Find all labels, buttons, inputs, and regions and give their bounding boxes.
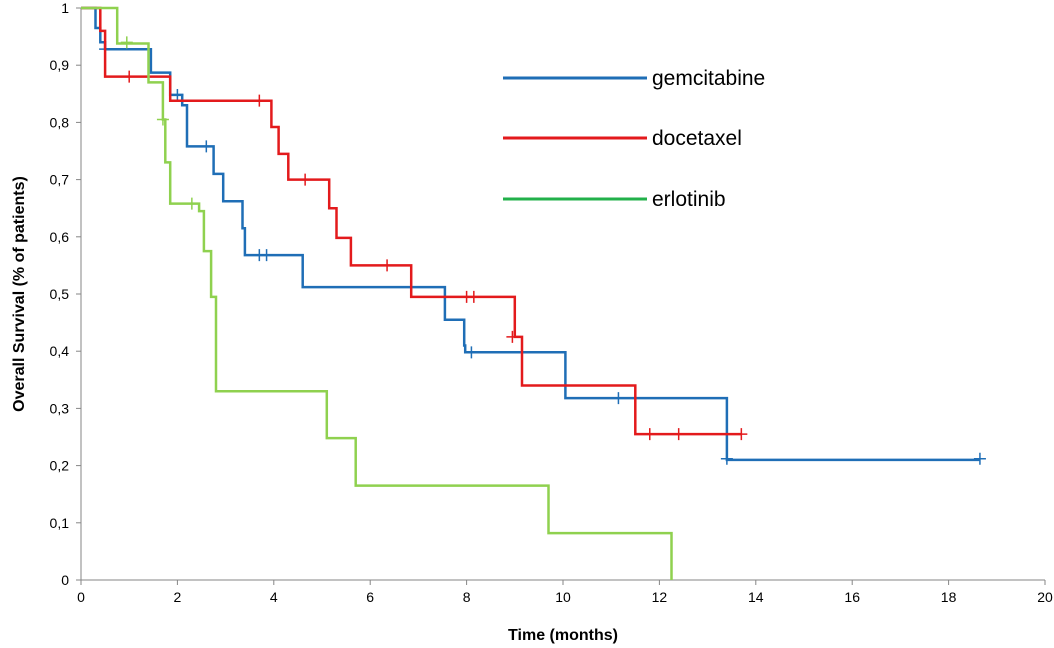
legend-entry-gemcitabine: gemcitabine (503, 67, 765, 90)
censor-mark-docetaxel (299, 173, 312, 186)
x-tick-label: 20 (1037, 589, 1053, 605)
x-tick-label: 2 (174, 589, 182, 605)
y-tick-label: 0,2 (50, 458, 70, 474)
series-line-erlotinib (81, 6, 673, 580)
x-tick-label: 6 (366, 589, 374, 605)
censor-mark-gemcitabine (612, 392, 625, 405)
censor-mark-gemcitabine (200, 140, 213, 153)
plot-area: 0 2 4 6 8 10 12 14 16 18 20 0 0,1 0,2 0,3 0,4 0,5 0,6 0,7… (50, 0, 1053, 605)
censor-mark-erlotinib (185, 197, 198, 210)
censor-mark-docetaxel (735, 428, 748, 441)
legend-label-erlotinib: erlotinib (652, 188, 726, 211)
x-tick-label: 12 (652, 589, 668, 605)
x-tick-label: 10 (555, 589, 571, 605)
censor-mark-gemcitabine (973, 452, 986, 465)
x-tick-label: 0 (77, 589, 85, 605)
y-axis-title: Overall Survival (% of patients) (11, 176, 28, 412)
y-tick-label: 1 (61, 0, 69, 16)
legend-entry-erlotinib: erlotinib (503, 188, 726, 211)
x-axis-title: Time (months) (508, 627, 618, 644)
legend-label-gemcitabine: gemcitabine (652, 67, 765, 90)
censor-mark-docetaxel (467, 290, 480, 303)
y-tick-label: 0,3 (50, 400, 70, 416)
censor-mark-gemcitabine (260, 249, 273, 262)
y-axis-ticks: 0 0,1 0,2 0,3 0,4 0,5 0,6 0,7 0,8 0,9 1 (50, 0, 81, 588)
y-tick-label: 0 (61, 572, 69, 588)
x-axis-ticks: 0 2 4 6 8 10 12 14 16 18 20 (77, 580, 1053, 605)
censor-mark-gemcitabine (171, 88, 184, 101)
censor-mark-gemcitabine (720, 452, 733, 465)
censor-mark-erlotinib (120, 36, 133, 49)
series-line-docetaxel (81, 6, 742, 436)
x-tick-label: 8 (463, 589, 471, 605)
y-tick-label: 0,7 (50, 172, 70, 188)
censor-mark-docetaxel (123, 70, 136, 83)
censor-mark-docetaxel (253, 94, 266, 107)
x-tick-label: 18 (941, 589, 957, 605)
censor-mark-gemcitabine (465, 346, 478, 359)
x-tick-label: 14 (748, 589, 764, 605)
y-tick-label: 0,8 (50, 114, 70, 130)
x-tick-label: 4 (270, 589, 278, 605)
censor-mark-erlotinib (156, 113, 169, 126)
censor-mark-docetaxel (672, 428, 685, 441)
censor-mark-docetaxel (506, 330, 519, 343)
legend: gemcitabine docetaxel erlotinib (503, 67, 765, 211)
y-tick-label: 0,5 (50, 286, 70, 302)
series-layer (81, 6, 986, 580)
censor-mark-docetaxel (643, 428, 656, 441)
y-tick-label: 0,4 (50, 343, 70, 359)
legend-label-docetaxel: docetaxel (652, 127, 742, 150)
censor-mark-docetaxel (381, 259, 394, 272)
x-tick-label: 16 (844, 589, 860, 605)
y-tick-label: 0,1 (50, 515, 70, 531)
legend-entry-docetaxel: docetaxel (503, 127, 742, 150)
y-tick-label: 0,9 (50, 57, 70, 73)
y-tick-label: 0,6 (50, 229, 70, 245)
